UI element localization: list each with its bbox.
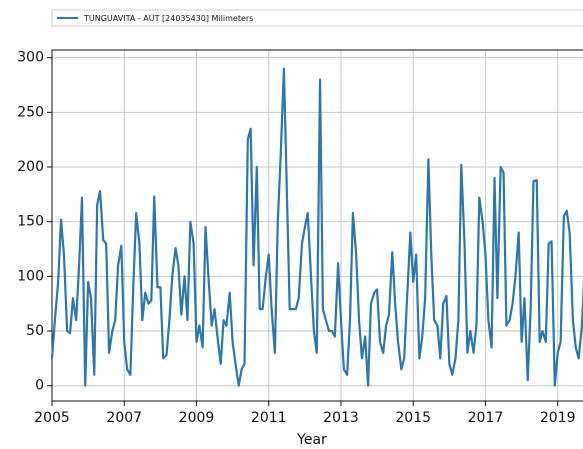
x-tick-label: 2005 — [34, 410, 70, 426]
data-line — [50, 67, 583, 387]
y-tick-label: 250 — [17, 104, 44, 120]
y-tick-label: 200 — [17, 159, 44, 175]
y-tick-label: 150 — [17, 214, 44, 230]
y-tick-label: 50 — [26, 323, 44, 339]
x-tick-label: 2019 — [540, 410, 576, 426]
x-tick-label: 2011 — [251, 410, 287, 426]
y-tick-label: 100 — [17, 268, 44, 284]
plot-frame — [51, 49, 583, 402]
x-tick-label: 2007 — [106, 410, 142, 426]
x-tick-label: 2015 — [395, 410, 431, 426]
y-tick-label: 0 — [35, 378, 44, 394]
x-axis-label: Year — [296, 432, 327, 448]
x-tick-label: 2013 — [323, 410, 359, 426]
x-tick-label: 2017 — [468, 410, 504, 426]
y-tick-label: 300 — [17, 50, 44, 66]
x-tick-label: 2009 — [179, 410, 215, 426]
legend-box — [51, 9, 583, 27]
legend-label: TUNGUAVITA - AUT [24035430] Milimeters — [83, 14, 253, 23]
